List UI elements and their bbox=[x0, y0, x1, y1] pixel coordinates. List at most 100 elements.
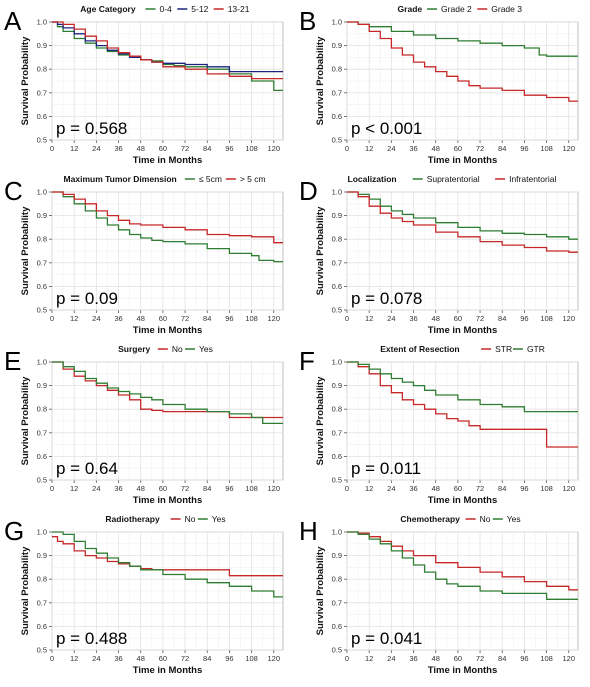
y-tick-label: 0.6 bbox=[37, 452, 47, 461]
x-tick-label: 96 bbox=[520, 314, 528, 323]
legend-entry: Yes bbox=[199, 344, 213, 354]
x-axis-label: Time in Months bbox=[133, 495, 203, 506]
x-axis-label: Time in Months bbox=[133, 325, 203, 336]
legend-title: Localization bbox=[348, 174, 397, 184]
x-tick-label: 0 bbox=[345, 484, 349, 493]
x-tick-label: 36 bbox=[409, 484, 417, 493]
y-tick-label: 0.9 bbox=[37, 211, 47, 220]
x-tick-label: 84 bbox=[203, 484, 211, 493]
legend: Surgery No Yes bbox=[118, 344, 213, 354]
x-tick-label: 60 bbox=[454, 144, 462, 153]
y-tick-label: 0.6 bbox=[37, 622, 47, 631]
legend-title: Age Category bbox=[80, 4, 136, 14]
x-tick-label: 120 bbox=[563, 484, 576, 493]
x-tick-label: 36 bbox=[114, 484, 122, 493]
legend-entry: No bbox=[185, 514, 196, 524]
x-tick-label: 60 bbox=[159, 484, 167, 493]
y-tick-label: 0.5 bbox=[37, 136, 47, 145]
y-tick-label: 0.7 bbox=[332, 598, 342, 607]
y-tick-label: 0.9 bbox=[332, 211, 342, 220]
y-tick-label: 0.8 bbox=[37, 65, 47, 74]
x-tick-label: 120 bbox=[268, 654, 281, 663]
y-tick-label: 1.0 bbox=[332, 358, 342, 367]
x-tick-label: 12 bbox=[365, 484, 373, 493]
survival-curve--5-cm bbox=[52, 191, 283, 244]
y-tick-label: 0.7 bbox=[332, 428, 342, 437]
y-tick-label: 0.7 bbox=[37, 598, 47, 607]
y-tick-label: 0.6 bbox=[332, 452, 342, 461]
legend: Extent of Resection STR GTR bbox=[380, 344, 545, 354]
y-tick-label: 0.7 bbox=[332, 88, 342, 97]
x-tick-label: 96 bbox=[225, 314, 233, 323]
p-value: p < 0.001 bbox=[351, 119, 422, 138]
x-tick-label: 72 bbox=[181, 144, 189, 153]
legend-entry: Grade 2 bbox=[441, 4, 472, 14]
x-tick-label: 120 bbox=[268, 484, 281, 493]
legend-entry: ≤ 5cm bbox=[199, 174, 222, 184]
legend: Maximum Tumor Dimension ≤ 5cm > 5 cm bbox=[64, 174, 266, 184]
x-tick-label: 108 bbox=[245, 314, 258, 323]
x-tick-label: 84 bbox=[498, 484, 506, 493]
y-tick-label: 0.5 bbox=[332, 476, 342, 485]
panel-d: 0 12 24 36 48 60 72 84 96 108 120 0.5 0.6 0.7 0.8 0.9 1.… bbox=[299, 174, 579, 336]
panel-e: 0 12 24 36 48 60 72 84 96 108 120 0.5 0.6 0.7 0.8 0.9 1.… bbox=[4, 344, 284, 506]
y-tick-label: 0.5 bbox=[37, 646, 47, 655]
x-tick-label: 48 bbox=[137, 144, 145, 153]
panel-b: 0 12 24 36 48 60 72 84 96 108 120 0.5 0.6 0.7 0.8 0.9 1.… bbox=[299, 4, 579, 166]
x-tick-label: 48 bbox=[137, 654, 145, 663]
legend-title: Surgery bbox=[118, 344, 150, 354]
x-tick-label: 120 bbox=[563, 654, 576, 663]
panel-a: 0 12 24 36 48 60 72 84 96 108 120 0.5 0.6 0.7 0.8 0.9 1.… bbox=[4, 4, 284, 166]
y-tick-label: 0.6 bbox=[332, 282, 342, 291]
x-axis-label: Time in Months bbox=[428, 325, 498, 336]
x-tick-label: 24 bbox=[92, 484, 100, 493]
y-tick-label: 1.0 bbox=[37, 188, 47, 197]
x-tick-label: 84 bbox=[203, 314, 211, 323]
p-value: p = 0.078 bbox=[351, 289, 422, 308]
x-tick-label: 72 bbox=[476, 654, 484, 663]
x-tick-label: 108 bbox=[540, 314, 553, 323]
legend-title: Maximum Tumor Dimension bbox=[64, 174, 177, 184]
x-axis-label: Time in Months bbox=[133, 665, 203, 676]
x-tick-label: 36 bbox=[114, 144, 122, 153]
panel-letter: A bbox=[4, 6, 22, 36]
survival-curve-yes bbox=[52, 531, 283, 598]
y-tick-label: 0.6 bbox=[332, 112, 342, 121]
legend: Grade Grade 2 Grade 3 bbox=[398, 4, 523, 14]
x-tick-label: 36 bbox=[409, 314, 417, 323]
legend-entry: STR bbox=[495, 344, 512, 354]
survival-curve--5cm bbox=[52, 191, 283, 263]
panel-letter: H bbox=[299, 516, 318, 546]
x-tick-label: 24 bbox=[387, 484, 395, 493]
panel-letter: G bbox=[4, 516, 24, 546]
x-tick-label: 24 bbox=[387, 314, 395, 323]
x-axis-label: Time in Months bbox=[428, 155, 498, 166]
y-tick-label: 0.7 bbox=[37, 258, 47, 267]
y-tick-label: 0.8 bbox=[37, 235, 47, 244]
x-tick-label: 0 bbox=[345, 654, 349, 663]
x-tick-label: 84 bbox=[203, 144, 211, 153]
survival-curve-grade-3 bbox=[347, 21, 578, 102]
y-tick-label: 0.7 bbox=[37, 88, 47, 97]
y-tick-label: 1.0 bbox=[37, 358, 47, 367]
x-tick-label: 108 bbox=[245, 144, 258, 153]
x-tick-label: 48 bbox=[137, 484, 145, 493]
x-tick-label: 24 bbox=[92, 314, 100, 323]
y-tick-label: 1.0 bbox=[332, 528, 342, 537]
y-tick-label: 0.8 bbox=[37, 405, 47, 414]
x-tick-label: 96 bbox=[520, 484, 528, 493]
legend-entry: 0-4 bbox=[160, 4, 173, 14]
x-tick-label: 48 bbox=[432, 314, 440, 323]
legend-entry: Supratentorial bbox=[427, 174, 480, 184]
x-tick-label: 120 bbox=[563, 144, 576, 153]
x-tick-label: 12 bbox=[70, 654, 78, 663]
survival-curve-yes bbox=[347, 531, 578, 600]
y-axis-label: Survival Probability bbox=[315, 206, 326, 295]
x-tick-label: 60 bbox=[454, 484, 462, 493]
y-tick-label: 0.9 bbox=[37, 41, 47, 50]
x-tick-label: 108 bbox=[540, 144, 553, 153]
x-tick-label: 12 bbox=[365, 654, 373, 663]
y-tick-label: 0.9 bbox=[332, 551, 342, 560]
legend-entry: Yes bbox=[507, 514, 521, 524]
